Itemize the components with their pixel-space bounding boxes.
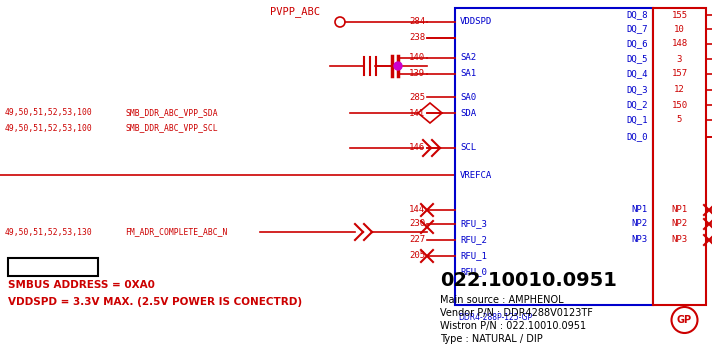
Text: SMB_DDR_ABC_VPP_SDA: SMB_DDR_ABC_VPP_SDA [125,108,218,118]
Bar [653,8,706,305]
Bar [8,258,98,276]
Text: 49,50,51,52,53,100: 49,50,51,52,53,100 [5,108,93,118]
Text: 285: 285 [409,92,425,102]
Text: NP2: NP2 [632,219,648,229]
Text: NP2: NP2 [671,219,688,229]
Text: 157: 157 [671,70,688,78]
Text: 150: 150 [671,100,688,110]
Text: Type : NATURAL / DIP: Type : NATURAL / DIP [440,334,543,344]
Text: SA1: SA1 [460,70,476,78]
Text: SA0: SA0 [460,92,476,102]
Text: DQ_7: DQ_7 [627,25,648,34]
Text: 49,50,51,52,53,130: 49,50,51,52,53,130 [5,228,93,237]
Text: VDDSPD = 3.3V MAX. (2.5V POWER IS CONECTRD): VDDSPD = 3.3V MAX. (2.5V POWER IS CONECT… [8,297,302,307]
Text: DQ_8: DQ_8 [627,10,648,20]
Text: NP1: NP1 [632,205,648,215]
Text: 141: 141 [409,108,425,118]
Text: DQ_3: DQ_3 [627,85,648,94]
Text: 284: 284 [409,18,425,27]
Text: NP1: NP1 [671,205,688,215]
Text: DQ_5: DQ_5 [627,55,648,63]
Text: VREFCA: VREFCA [460,170,492,180]
Text: SMB_DDR_ABC_VPP_SCL: SMB_DDR_ABC_VPP_SCL [125,124,218,133]
Text: 146: 146 [409,144,425,153]
Text: DQ_0: DQ_0 [627,133,648,141]
Text: 3: 3 [677,55,682,63]
Text: 227: 227 [409,236,425,245]
Text: SDA: SDA [460,108,476,118]
Text: FM_ADR_COMPLETE_ABC_N: FM_ADR_COMPLETE_ABC_N [125,228,227,237]
Text: 49,50,51,52,53,100: 49,50,51,52,53,100 [5,124,93,133]
Text: 139: 139 [409,70,425,78]
Text: 144: 144 [409,205,425,215]
Text: SCL: SCL [460,144,476,153]
Text: DQ_4: DQ_4 [627,70,648,78]
Text: Vendor P/N : DDR4288V0123TF: Vendor P/N : DDR4288V0123TF [440,308,593,318]
Circle shape [394,62,402,70]
Text: DESIGN NOTE: DESIGN NOTE [16,262,90,272]
Text: Main source : AMPHENOL: Main source : AMPHENOL [440,295,564,305]
Bar [455,8,653,305]
Text: VDDSPD: VDDSPD [460,18,492,27]
Text: DDR4-288P-125-GP: DDR4-288P-125-GP [458,313,532,322]
Text: GP: GP [677,315,692,325]
Text: RFU_3: RFU_3 [460,219,487,229]
Text: PVPP_ABC: PVPP_ABC [270,7,320,18]
Text: DQ_6: DQ_6 [627,40,648,49]
Text: DQ_1: DQ_1 [627,116,648,125]
Text: RFU_2: RFU_2 [460,236,487,245]
Text: NP3: NP3 [632,236,648,245]
Text: RFU_1: RFU_1 [460,252,487,260]
Text: 205: 205 [409,252,425,260]
Text: 148: 148 [671,40,688,49]
Text: 5: 5 [677,116,682,125]
Text: NP3: NP3 [671,236,688,245]
Text: 155: 155 [671,10,688,20]
Text: Wistron P/N : 022.10010.0951: Wistron P/N : 022.10010.0951 [440,321,586,331]
Text: 12: 12 [674,85,685,94]
Text: DQ_2: DQ_2 [627,100,648,110]
Text: 230: 230 [409,219,425,229]
Text: 022.10010.0951: 022.10010.0951 [440,271,617,289]
Text: SA2: SA2 [460,54,476,63]
Text: 238: 238 [409,34,425,42]
Text: 140: 140 [409,54,425,63]
Text: SMBUS ADDRESS = 0XA0: SMBUS ADDRESS = 0XA0 [8,280,155,290]
Text: RFU_0: RFU_0 [460,267,487,276]
Text: 10: 10 [674,25,685,34]
